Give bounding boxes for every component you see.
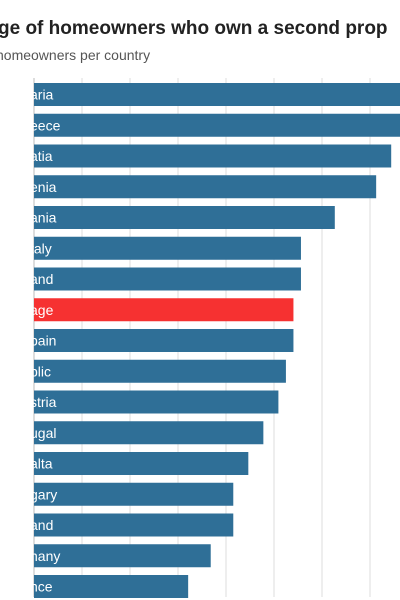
category-label: stria [30, 394, 57, 410]
category-label: atia [30, 148, 53, 164]
category-label: nany [30, 548, 60, 564]
category-label: blic [30, 363, 51, 379]
bar [34, 206, 335, 229]
bar [34, 390, 279, 414]
bar [34, 329, 294, 352]
bar [34, 144, 392, 168]
bar [34, 513, 234, 537]
bar [34, 113, 400, 137]
bar [34, 544, 211, 568]
bar [34, 452, 249, 475]
category-label: taly [30, 240, 52, 256]
category-label: gary [30, 486, 57, 502]
bar [34, 267, 301, 291]
chart-title: ge of homeowners who own a second prop [0, 18, 388, 39]
bar [34, 482, 234, 506]
category-label: eece [30, 117, 61, 133]
bar [34, 83, 400, 106]
category-label: and [30, 271, 53, 287]
bar [34, 575, 189, 598]
chart-subtitle: homeowners per country [0, 47, 151, 63]
category-label: age [30, 302, 54, 318]
category-label: bain [30, 333, 56, 349]
category-label: aria [30, 87, 54, 103]
category-label: nce [30, 579, 53, 595]
bar [34, 359, 286, 383]
bar [34, 236, 301, 260]
bar [34, 175, 377, 199]
bar-highlight [34, 298, 294, 322]
category-label: enia [30, 179, 57, 195]
category-label: ugal [30, 425, 56, 441]
category-label: and [30, 517, 53, 533]
bar [34, 421, 264, 445]
category-label: ania [30, 210, 57, 226]
category-label: alta [30, 456, 53, 472]
